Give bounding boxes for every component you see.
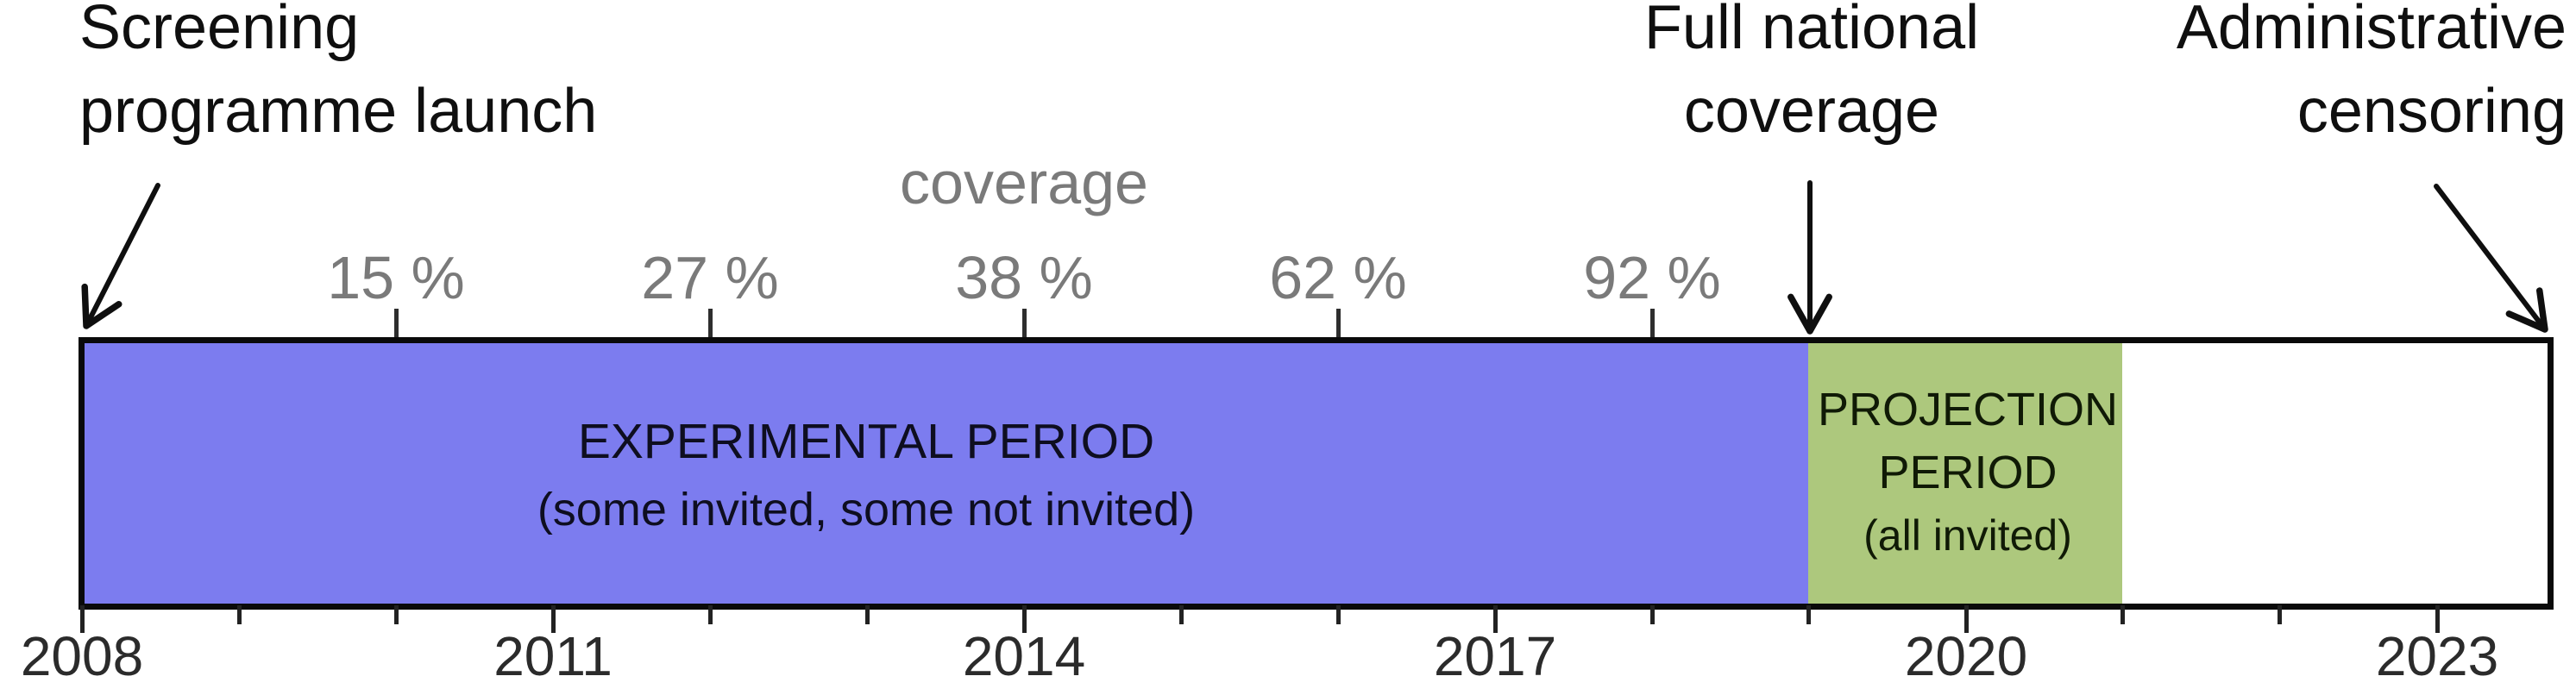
- year-tick-2019: [1806, 605, 1811, 624]
- screening-launch-line2: programme launch: [79, 77, 598, 146]
- year-tick-2012: [708, 605, 713, 624]
- censoring-arrow-icon: [2434, 184, 2548, 333]
- year-tick-2009: [237, 605, 242, 624]
- screening-launch-arrow-icon: [81, 183, 160, 329]
- year-label-2014: 2014: [962, 625, 1086, 687]
- coverage-tick-2014: [1022, 309, 1027, 343]
- year-label-2008: 2008: [20, 625, 144, 687]
- year-tick-2021: [2120, 605, 2125, 624]
- coverage-label-2014: 38 %: [955, 244, 1093, 311]
- experimental-period-subtitle: (some invited, some not invited): [537, 484, 1196, 535]
- coverage-tick-2010: [394, 309, 399, 343]
- year-tick-2020: [1964, 605, 1969, 633]
- year-tick-2014: [1022, 605, 1027, 633]
- year-tick-2017: [1493, 605, 1498, 633]
- full-national-coverage-annotation: Full national coverage: [1596, 0, 2027, 153]
- coverage-label-2010: 15 %: [327, 244, 465, 311]
- screening-launch-line1: Screening: [79, 0, 360, 62]
- year-label-2020: 2020: [1904, 625, 2028, 687]
- year-label-2011: 2011: [493, 625, 613, 687]
- projection-period-label: PROJECTION PERIOD (all invited): [1795, 379, 2140, 567]
- administrative-censoring-annotation: Administrative censoring: [2049, 0, 2567, 153]
- year-tick-2016: [1336, 605, 1341, 624]
- year-tick-2022: [2278, 605, 2282, 624]
- full-national-coverage-line2: coverage: [1683, 77, 1940, 146]
- coverage-axis-title: coverage: [900, 149, 1148, 216]
- administrative-censoring-line2: censoring: [2296, 77, 2567, 146]
- coverage-label-2016: 62 %: [1269, 244, 1407, 311]
- projection-period-subtitle: (all invited): [1863, 511, 2072, 560]
- coverage-tick-2012: [708, 309, 713, 343]
- year-tick-2010: [394, 605, 399, 624]
- year-tick-2023: [2435, 605, 2440, 633]
- projection-period-segment: [1808, 343, 2122, 604]
- administrative-censoring-line1: Administrative: [2176, 0, 2567, 62]
- year-tick-2011: [551, 605, 556, 633]
- year-label-2017: 2017: [1433, 625, 1557, 687]
- experimental-period-title: EXPERIMENTAL PERIOD: [577, 414, 1155, 469]
- projection-period-title-line1: PROJECTION: [1817, 384, 2119, 435]
- year-tick-2015: [1179, 605, 1184, 624]
- experimental-period-label: EXPERIMENTAL PERIOD (some invited, some …: [349, 407, 1384, 543]
- projection-period-title-line2: PERIOD: [1878, 447, 2058, 498]
- full-national-coverage-line1: Full national: [1643, 0, 1980, 62]
- year-tick-2008: [80, 605, 85, 633]
- coverage-tick-2016: [1336, 309, 1341, 343]
- screening-launch-annotation: Screening programme launch: [79, 0, 597, 153]
- coverage-tick-2018: [1650, 309, 1655, 343]
- coverage-label-2012: 27 %: [641, 244, 779, 311]
- experimental-period-segment: [85, 343, 1808, 604]
- coverage-label-2018: 92 %: [1583, 244, 1721, 311]
- year-label-2023: 2023: [2375, 625, 2499, 687]
- timeline-bar: [79, 337, 2554, 610]
- post-projection-segment: [2122, 343, 2548, 604]
- year-tick-2018: [1650, 605, 1655, 624]
- year-tick-2013: [865, 605, 870, 624]
